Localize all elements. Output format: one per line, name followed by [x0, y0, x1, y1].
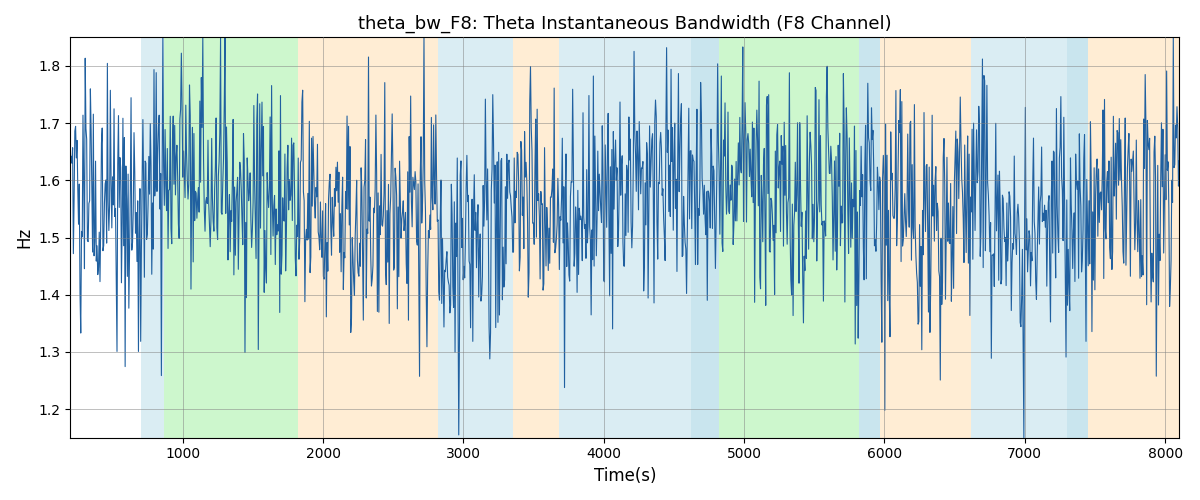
Bar	[1067, 38, 1088, 438]
Bar	[691, 38, 719, 438]
X-axis label: Time(s): Time(s)	[594, 467, 656, 485]
Bar	[164, 38, 298, 438]
Bar	[972, 38, 1067, 438]
Title: theta_bw_F8: Theta Instantaneous Bandwidth (F8 Channel): theta_bw_F8: Theta Instantaneous Bandwid…	[358, 15, 892, 34]
Bar	[881, 38, 972, 438]
Bar	[1088, 38, 1180, 438]
Bar	[512, 38, 559, 438]
Y-axis label: Hz: Hz	[14, 227, 32, 248]
Bar	[719, 38, 859, 438]
Bar	[438, 38, 512, 438]
Bar	[140, 38, 164, 438]
Bar	[298, 38, 438, 438]
Bar	[859, 38, 881, 438]
Bar	[559, 38, 691, 438]
